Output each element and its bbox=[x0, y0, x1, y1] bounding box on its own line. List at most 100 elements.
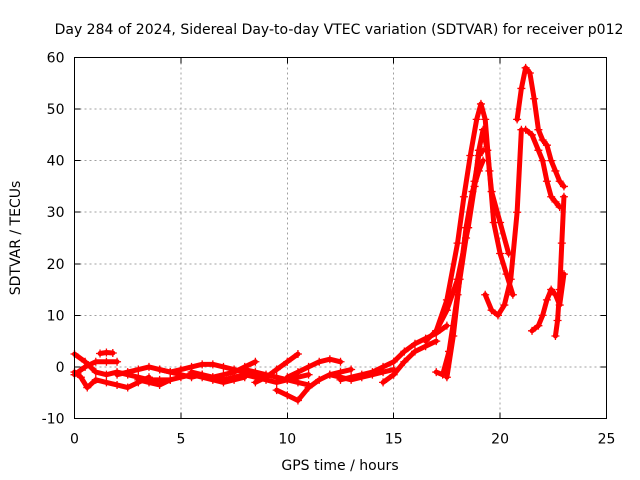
x-tick-label: 0 bbox=[70, 432, 79, 448]
data-point bbox=[272, 386, 281, 395]
series-line bbox=[523, 127, 563, 210]
data-point bbox=[542, 141, 551, 150]
data-point bbox=[166, 368, 175, 377]
data-point bbox=[208, 373, 217, 382]
data-point bbox=[455, 275, 464, 284]
data-point bbox=[432, 326, 441, 335]
y-tick-label: 0 bbox=[56, 360, 65, 376]
x-tick-label: 15 bbox=[385, 432, 403, 448]
data-point bbox=[410, 339, 419, 348]
data-point bbox=[81, 362, 90, 371]
data-point bbox=[83, 383, 92, 392]
data-point bbox=[102, 370, 111, 379]
data-point bbox=[528, 130, 537, 139]
data-point bbox=[559, 182, 568, 191]
data-point bbox=[293, 378, 302, 387]
data-point bbox=[108, 349, 117, 358]
data-point bbox=[453, 239, 462, 248]
data-point bbox=[459, 192, 468, 201]
data-point bbox=[442, 321, 451, 330]
data-point bbox=[76, 373, 85, 382]
data-point bbox=[553, 316, 562, 325]
data-point bbox=[468, 187, 477, 196]
data-point bbox=[547, 156, 556, 165]
data-point bbox=[555, 285, 564, 294]
data-point bbox=[432, 368, 441, 377]
data-point bbox=[432, 337, 441, 346]
data-point bbox=[272, 365, 281, 374]
data-point bbox=[144, 362, 153, 371]
data-point bbox=[357, 370, 366, 379]
axis-ticks: 0 5 10 15 20 25 -10 0 10 20 30 40 50 60 bbox=[42, 51, 616, 448]
data-point bbox=[102, 378, 111, 387]
data-point bbox=[481, 115, 490, 124]
data-point bbox=[547, 285, 556, 294]
data-point bbox=[176, 373, 185, 382]
data-point bbox=[479, 146, 488, 155]
data-point bbox=[325, 355, 334, 364]
data-point bbox=[219, 375, 228, 384]
y-axis-label: SDTVAR / TECUs bbox=[8, 181, 24, 296]
data-point bbox=[513, 115, 522, 124]
data-point bbox=[113, 380, 122, 389]
data-point bbox=[379, 362, 388, 371]
data-point bbox=[389, 357, 398, 366]
data-point bbox=[481, 290, 490, 299]
data-point bbox=[336, 357, 345, 366]
data-point bbox=[472, 115, 481, 124]
data-point bbox=[166, 375, 175, 384]
data-point bbox=[555, 177, 564, 186]
data-point bbox=[479, 156, 488, 165]
series-track-23 bbox=[521, 125, 564, 212]
data-point bbox=[113, 370, 122, 379]
data-point bbox=[547, 192, 556, 201]
data-point bbox=[389, 370, 398, 379]
data-point bbox=[251, 368, 260, 377]
series-track-18 bbox=[432, 99, 517, 335]
data-point bbox=[421, 337, 430, 346]
data-point bbox=[442, 373, 451, 382]
data-point bbox=[551, 166, 560, 175]
data-point bbox=[198, 370, 207, 379]
y-tick-label: 20 bbox=[47, 257, 65, 273]
data-point bbox=[304, 362, 313, 371]
data-point bbox=[474, 166, 483, 175]
data-point bbox=[96, 349, 105, 358]
data-point bbox=[283, 373, 292, 382]
data-point bbox=[368, 368, 377, 377]
data-point bbox=[449, 331, 458, 340]
data-point bbox=[176, 365, 185, 374]
y-tick-label: 10 bbox=[47, 308, 65, 324]
x-tick-label: 25 bbox=[598, 432, 616, 448]
series-line bbox=[380, 338, 439, 385]
data-point bbox=[187, 368, 196, 377]
data-point bbox=[534, 146, 543, 155]
data-point bbox=[485, 166, 494, 175]
data-point bbox=[251, 357, 260, 366]
series-track-20 bbox=[442, 156, 488, 382]
x-tick-label: 5 bbox=[176, 432, 185, 448]
data-point bbox=[551, 331, 560, 340]
data-point bbox=[283, 357, 292, 366]
series-track-22 bbox=[513, 63, 568, 191]
data-point bbox=[466, 151, 475, 160]
data-point bbox=[240, 365, 249, 374]
data-point bbox=[144, 378, 153, 387]
data-point bbox=[91, 357, 100, 366]
data-point bbox=[559, 192, 568, 201]
data-point bbox=[123, 383, 132, 392]
grid-lines bbox=[74, 57, 607, 419]
data-point bbox=[557, 239, 566, 248]
data-point bbox=[293, 396, 302, 405]
series-track-13 bbox=[283, 355, 345, 382]
data-point bbox=[400, 357, 409, 366]
data-point bbox=[251, 378, 260, 387]
data-point bbox=[525, 68, 534, 77]
data-point bbox=[538, 136, 547, 145]
data-point bbox=[410, 347, 419, 356]
data-point bbox=[489, 218, 498, 227]
y-tick-label: 40 bbox=[47, 154, 65, 170]
data-point bbox=[379, 378, 388, 387]
data-point bbox=[219, 362, 228, 371]
